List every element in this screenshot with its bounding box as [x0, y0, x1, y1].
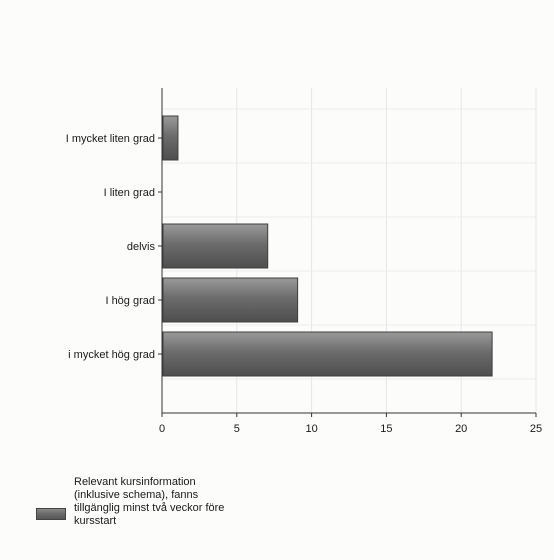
- grid: [162, 88, 537, 413]
- bar-4: [162, 331, 493, 377]
- category-label-2: delvis: [127, 241, 156, 253]
- x-tick-label-25: 25: [530, 423, 542, 435]
- category-label-4: i mycket hög grad: [68, 349, 155, 361]
- x-tick-label-5: 5: [234, 423, 240, 435]
- bars: [162, 115, 493, 377]
- bar-3: [162, 277, 299, 323]
- x-tick-label-10: 10: [305, 423, 317, 435]
- x-tick-label-20: 20: [455, 423, 467, 435]
- category-label-1: I liten grad: [104, 187, 155, 199]
- labels: I mycket liten grad I liten grad delvis I h…: [66, 133, 542, 435]
- category-label-0: I mycket liten grad: [66, 133, 155, 145]
- bar-2: [162, 223, 269, 269]
- legend-label: Relevant kursinformation (inklusive sche…: [74, 476, 225, 527]
- x-tick-label-0: 0: [159, 423, 165, 435]
- bar-0: [162, 115, 179, 161]
- legend: Relevant kursinformation (inklusive sche…: [36, 476, 244, 528]
- category-label-3: I hög grad: [105, 295, 155, 307]
- axes: [158, 88, 537, 417]
- legend-swatch: [36, 508, 66, 520]
- x-tick-label-15: 15: [380, 423, 392, 435]
